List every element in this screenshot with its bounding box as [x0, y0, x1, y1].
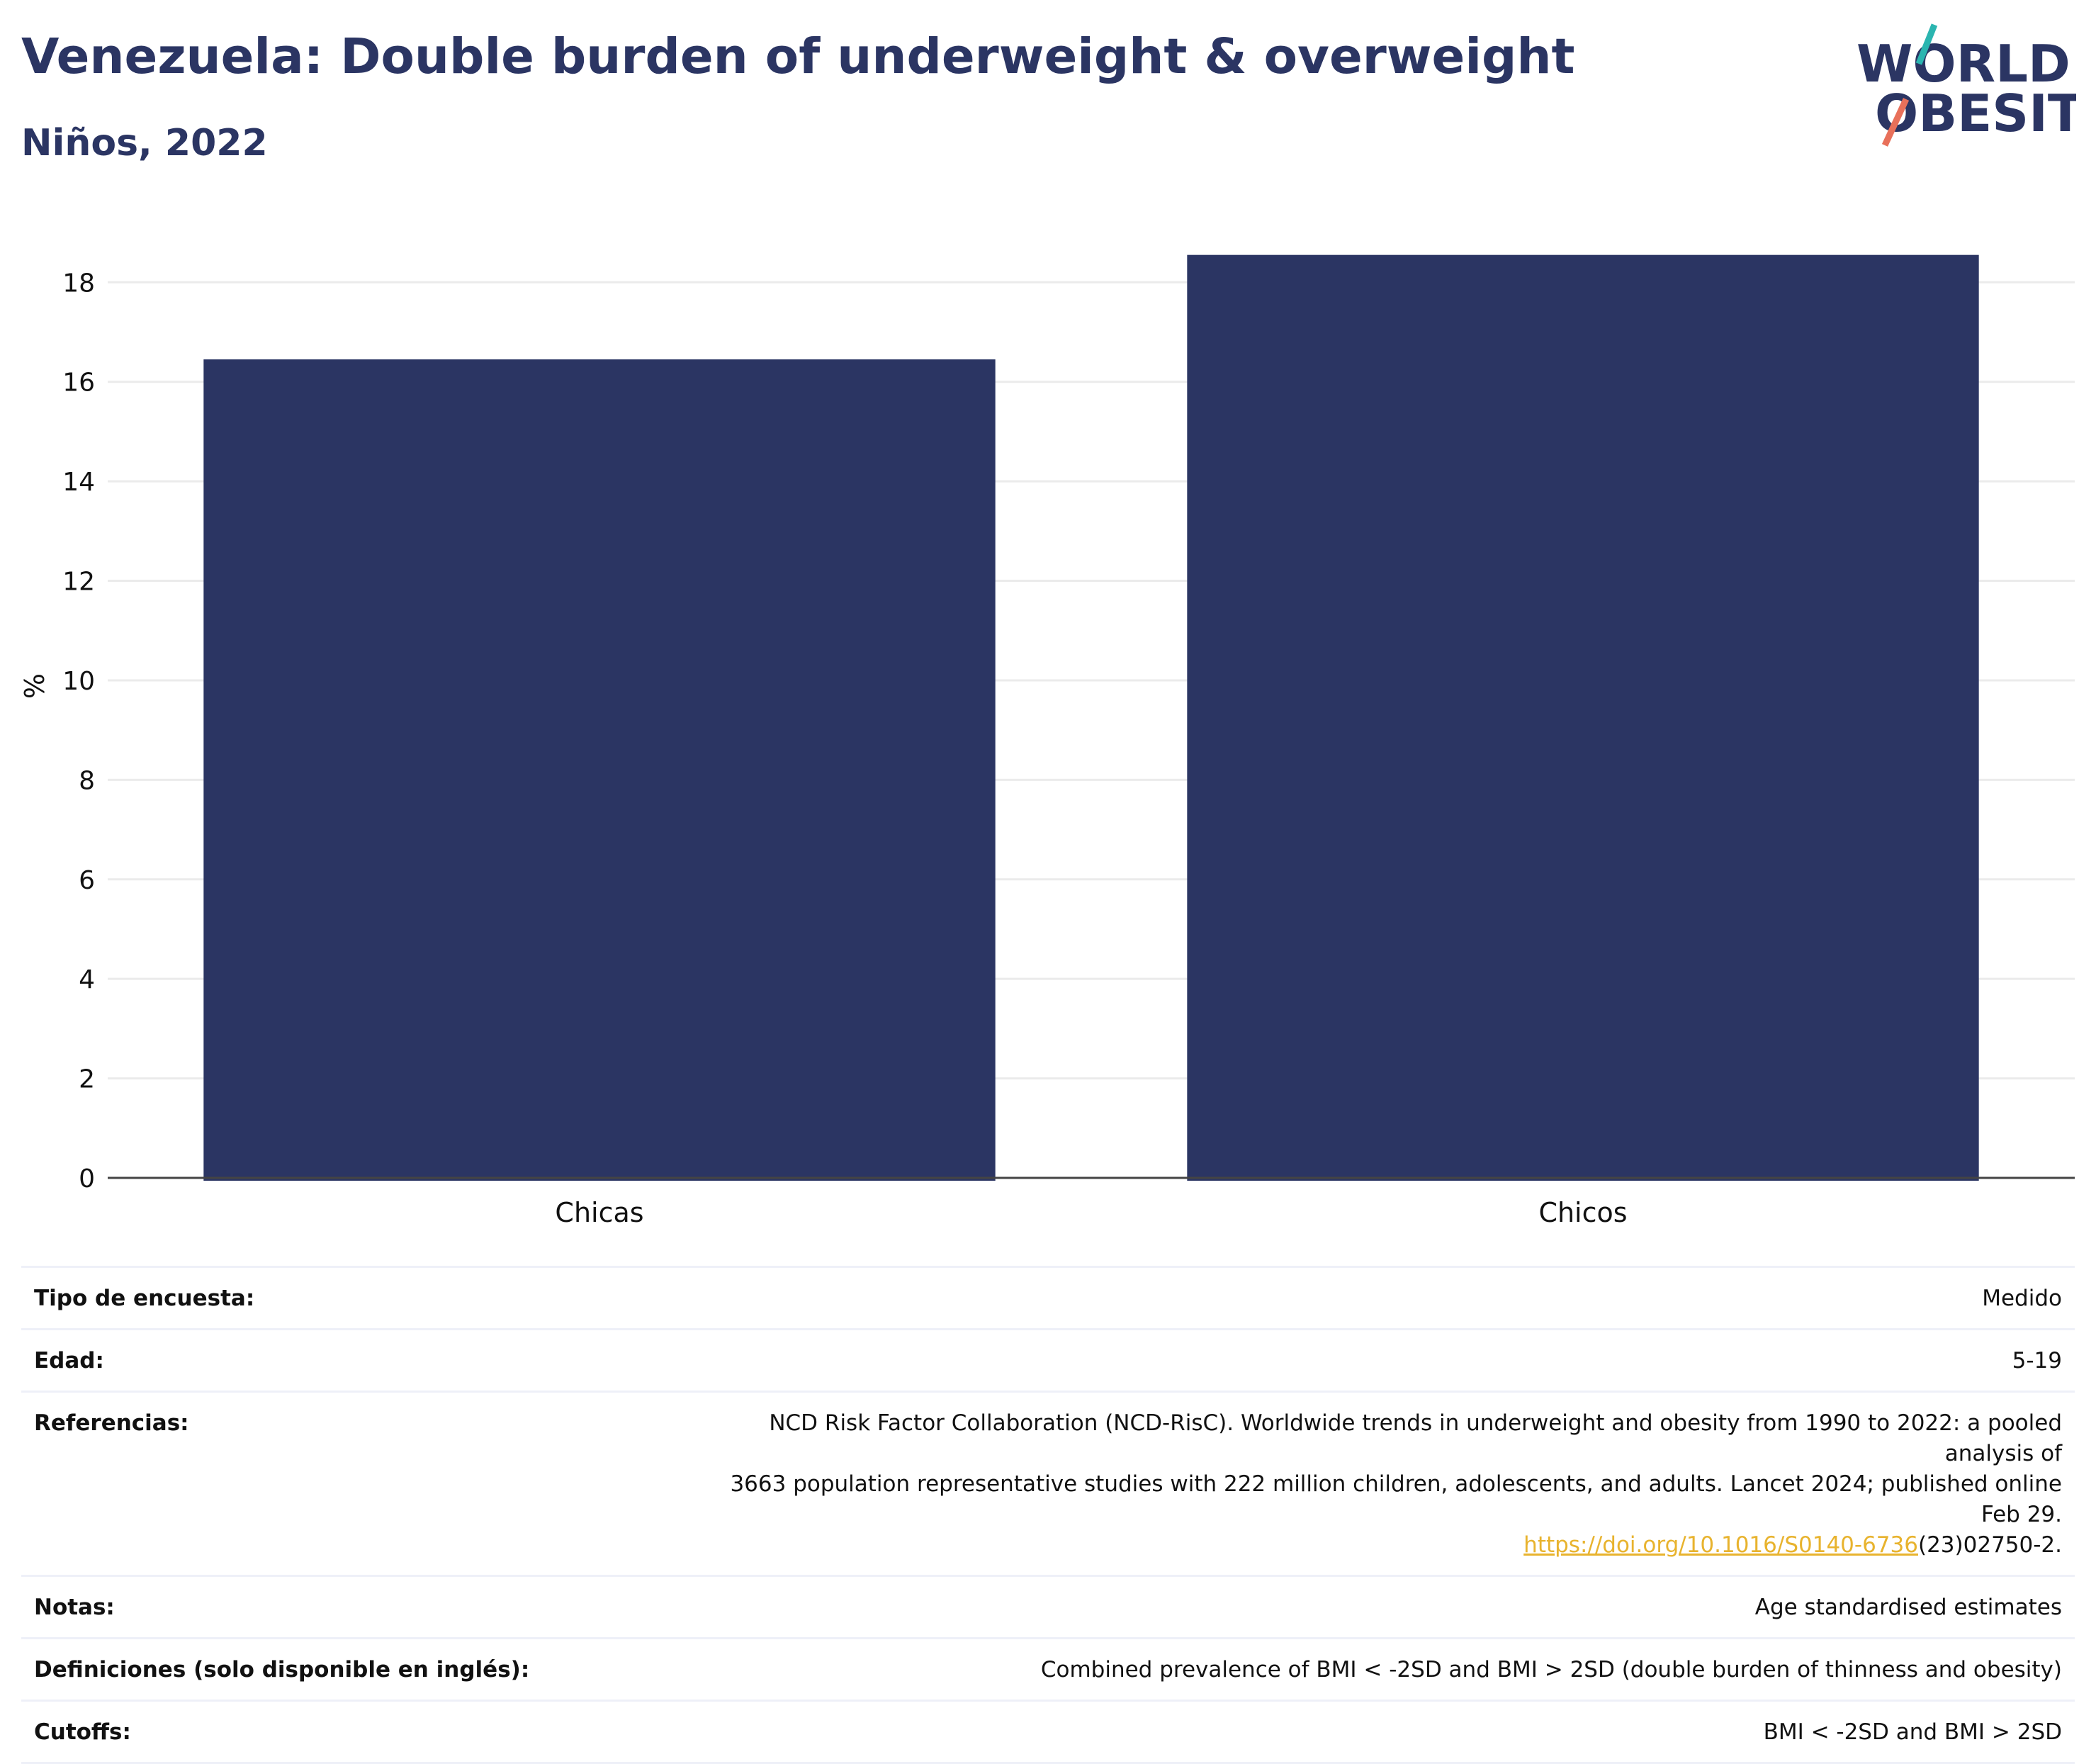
y-tick-label: 2: [79, 1065, 95, 1094]
y-tick-label: 4: [79, 965, 95, 994]
world-obesity-logo: WORLD OBESITY: [1856, 23, 2076, 147]
metadata-value: BMI < -2SD and BMI > 2SD: [672, 1700, 2075, 1764]
chart-title: Venezuela: Double burden of underweight …: [21, 28, 1575, 85]
metadata-value: Age standardised estimates: [672, 1575, 2075, 1639]
y-tick-label: 16: [62, 369, 95, 398]
bar-chicos[interactable]: [1187, 254, 1979, 1181]
metadata-row: Tipo de encuesta: Medido: [21, 1266, 2075, 1330]
bar-chart: 0 2 4 6 8 10 12 14 16 18 Chicas Chicos %: [19, 254, 2075, 1228]
y-tick-label: 12: [62, 568, 95, 597]
doi-link[interactable]: https://doi.org/10.1016/S0140-6736: [1523, 1532, 1918, 1558]
metadata-label: Notas:: [21, 1575, 672, 1639]
y-tick-label: 10: [62, 667, 95, 696]
logo-slash-top: [1915, 23, 1938, 65]
metadata-row: Notas: Age standardised estimates: [21, 1575, 2075, 1639]
y-tick-label: 0: [79, 1164, 95, 1193]
x-tick-labels: Chicas Chicos: [555, 1197, 1627, 1228]
metadata-value: Medido: [672, 1266, 2075, 1330]
y-tick-labels: 0 2 4 6 8 10 12 14 16 18: [62, 269, 95, 1193]
reference-line: 3663 population representative studies w…: [730, 1471, 2062, 1527]
reference-line: NCD Risk Factor Collaboration (NCD-RisC)…: [769, 1410, 2062, 1466]
x-tick-label: Chicos: [1538, 1197, 1627, 1228]
metadata-value: 5-19: [672, 1328, 2075, 1392]
metadata-row: Referencias: NCD Risk Factor Collaboratio…: [21, 1391, 2075, 1576]
logo-line2: OBESITY: [1875, 84, 2076, 143]
metadata-label: Cutoffs:: [21, 1700, 672, 1764]
logo-line1: WORLD: [1856, 34, 2070, 94]
y-tick-label: 8: [79, 766, 95, 795]
metadata-label: Tipo de encuesta:: [21, 1266, 672, 1330]
metadata-value: NCD Risk Factor Collaboration (NCD-RisC)…: [672, 1391, 2075, 1576]
y-axis-label: %: [19, 673, 50, 699]
metadata-row: Cutoffs: BMI < -2SD and BMI > 2SD: [21, 1700, 2075, 1764]
y-tick-label: 6: [79, 866, 95, 895]
x-tick-label: Chicas: [555, 1197, 643, 1228]
reference-line: https://doi.org/10.1016/S0140-6736(23)02…: [684, 1530, 2062, 1561]
bar-chicas[interactable]: [203, 359, 996, 1181]
metadata-row: Edad: 5-19: [21, 1328, 2075, 1392]
metadata-value: Combined prevalence of BMI < -2SD and BM…: [672, 1637, 2075, 1701]
logo-slash-bottom: [1881, 98, 1910, 147]
doi-suffix: (23)02750-2.: [1917, 1532, 2062, 1558]
metadata-row: Definiciones (solo disponible en inglés)…: [21, 1637, 2075, 1701]
metadata-label: Referencias:: [21, 1391, 672, 1576]
metadata-label: Definiciones (solo disponible en inglés)…: [21, 1637, 672, 1701]
y-tick-label: 18: [62, 269, 95, 298]
metadata-table: Tipo de encuesta: Medido Edad: 5-19 Referenc…: [21, 1266, 2075, 1764]
metadata-label: Edad:: [21, 1328, 672, 1392]
bars: [203, 254, 1979, 1181]
y-tick-label: 14: [62, 468, 95, 497]
chart-subtitle: Niños, 2022: [21, 122, 268, 164]
